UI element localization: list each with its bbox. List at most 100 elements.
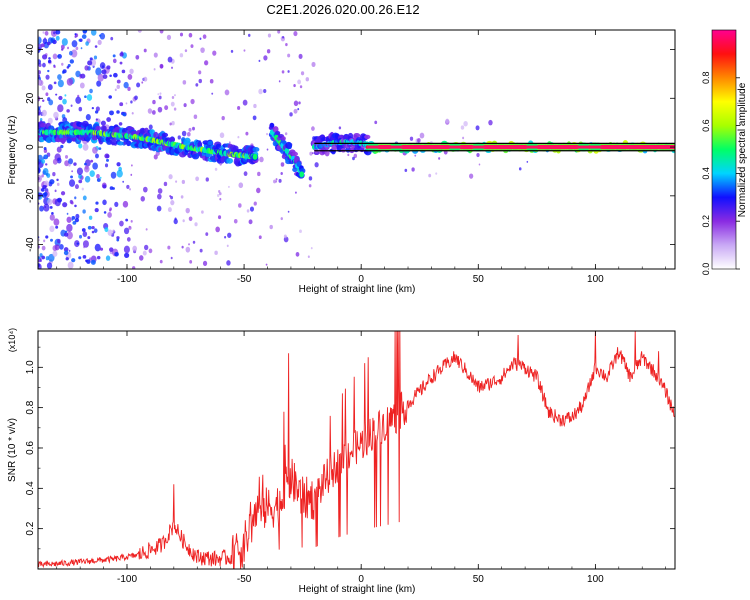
heatmap-noise-blob [284,132,288,136]
heatmap-noise-blob [43,239,46,243]
heatmap-noise-blob [95,118,98,121]
heatmap-noise-blob [41,255,45,260]
heatmap-noise-blob [256,187,261,194]
heatmap-x-ticks: -100 -50 0 50 100 [56,30,666,285]
heatmap-noise-blob [295,191,297,194]
heatmap-noise-blob [53,81,57,85]
heatmap-noise-blob [212,50,217,56]
heatmap-noise-blob [106,65,111,70]
heatmap-noise-blob [243,171,248,177]
heatmap-noise-blob [476,152,480,158]
heatmap-noise-blob [293,31,298,37]
heatmap-noise-blob [95,106,100,112]
heatmap-noise-blob [267,33,272,38]
colorbar-ticks: 0.0 0.2 0.4 0.6 0.8 [701,72,740,275]
heatmap-noise-blob [50,38,54,42]
heatmap-noise-blob [199,37,202,41]
heatmap-noise-blob [129,188,131,191]
heatmap-noise-blob [190,98,195,105]
heatmap-noise-blob [103,211,107,214]
heatmap-noise-blob [159,92,162,95]
heatmap-noise-blob [185,207,190,214]
heatmap-noise-blob [258,235,262,240]
heatmap-noise-blob [188,243,190,246]
heatmap-noise-blob [70,201,74,205]
heatmap-noise-blob [192,126,195,131]
heatmap-noise-blob [249,206,255,212]
heatmap-ridge-blob [342,135,349,141]
heatmap-y-tick-label: -20 [25,188,36,203]
heatmap-ridge-blob [287,142,293,150]
heatmap-noise-blob [45,74,50,80]
heatmap-x-tick-label: 100 [587,274,604,285]
heatmap-noise-blob [123,227,130,235]
heatmap-x-tick-label: -50 [237,274,252,285]
heatmap-noise-blob [478,163,481,166]
heatmap-noise-blob [181,245,184,249]
heatmap-noise-blob [145,228,148,231]
heatmap-noise-blob [278,178,282,183]
heatmap-ridge-core [299,171,305,178]
heatmap-noise-blob [183,103,187,108]
heatmap-ridge-blob [117,141,124,146]
heatmap-noise-blob [43,147,47,150]
heatmap-noise-blob [82,240,89,248]
heatmap-noise-blob [127,73,133,80]
heatmap-noise-blob [66,77,73,86]
heatmap-ridge-blob [40,122,48,128]
heatmap-noise-blob [280,217,283,221]
heatmap-noise-blob [55,35,60,41]
colorbar-gradient [711,29,737,270]
heatmap-noise-blob [98,147,102,151]
heatmap-ridge-blob [274,130,281,136]
heatmap-noise-blob [94,110,99,114]
heatmap-noise-blob [42,185,47,189]
heatmap-noise-blob [52,158,58,165]
heatmap-noise-blob [263,89,267,94]
heatmap-noise-blob [224,235,227,239]
heatmap-y-tick: 20 [25,92,675,104]
heatmap-ridge-blob [291,151,298,157]
heatmap-noise-blob [114,88,117,92]
heatmap-noise-blob [266,132,269,136]
heatmap-noise-blob [198,70,202,75]
heatmap-noise-blob [170,200,175,206]
heatmap-noise-blob [152,99,156,105]
heatmap-noise-blob [46,262,53,269]
heatmap-noise-blob [52,172,56,177]
heatmap-noise-blob [116,162,121,167]
heatmap-noise-blob [47,198,53,206]
snr-x-axis-label: Height of straight line (km) [299,584,416,595]
heatmap-noise-blob [314,162,319,168]
heatmap-noise-blob [122,112,127,117]
heatmap-noise-blob [153,154,158,160]
heatmap-noise-blob [41,174,44,178]
heatmap-noise-blob [192,240,196,244]
heatmap-noise-blob [171,66,173,69]
heatmap-noise-blob [299,85,303,89]
heatmap-y-axis-label: Frequency (Hz) [7,116,18,185]
heatmap-noise-blob [42,38,48,45]
heatmap-noise-blob [164,105,169,111]
heatmap-noise-blob [61,48,64,51]
heatmap-noise-blob [41,109,47,117]
heatmap-noise-blob [42,54,48,60]
heatmap-noise-blob [273,179,277,184]
heatmap-ridge-blob [95,125,102,131]
heatmap-noise-blob [114,251,119,257]
colorbar-tick-label: 0.8 [701,72,711,85]
heatmap-noise-blob [134,95,138,101]
heatmap-noise-blob [41,245,46,251]
heatmap-noise-blob [169,122,172,126]
heatmap-frame [37,29,676,270]
heatmap-y-tick: 40 [25,44,675,55]
heatmap-noise-blob [68,163,71,167]
heatmap-noise-blob [308,184,312,188]
snr-y-tick-label: 0.8 [25,400,36,414]
heatmap-noise-blob [119,220,124,227]
heatmap-noise-blob [171,121,175,126]
heatmap-noise-blob [258,59,261,63]
heatmap-noise-blob [51,212,54,215]
heatmap-noise-blob [45,163,48,166]
heatmap-noise-blob [194,222,198,227]
